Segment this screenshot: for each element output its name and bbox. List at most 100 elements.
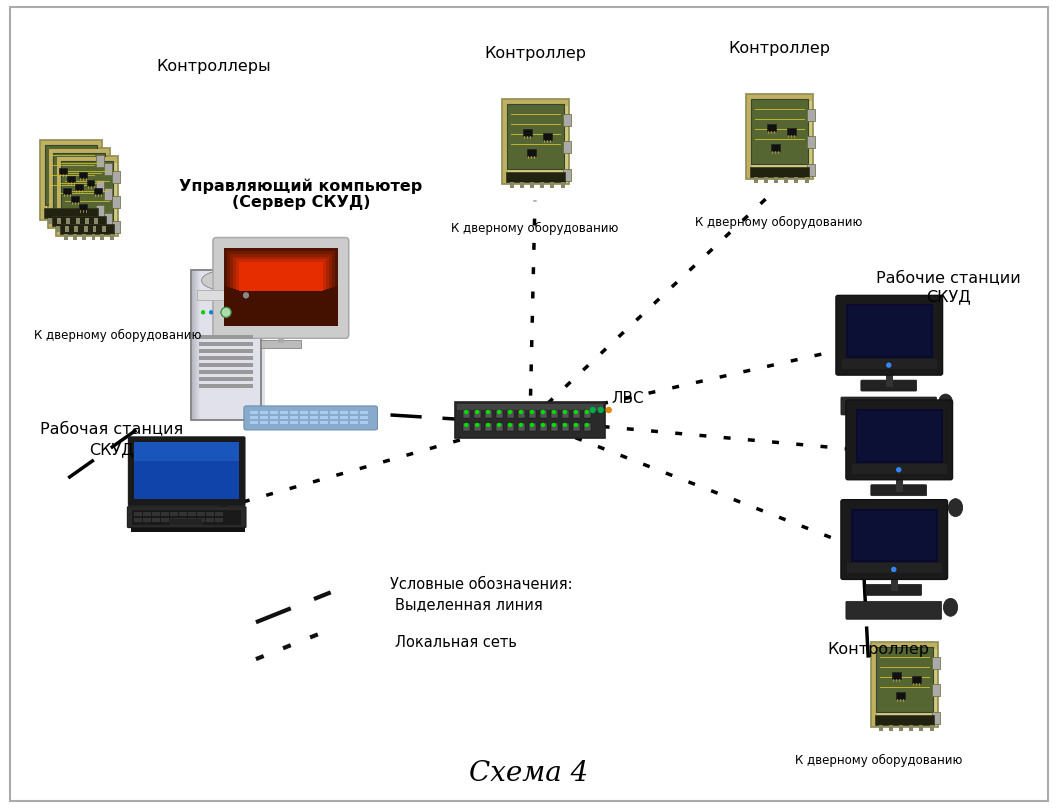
FancyBboxPatch shape xyxy=(260,421,268,424)
FancyBboxPatch shape xyxy=(197,270,263,420)
FancyBboxPatch shape xyxy=(170,511,178,515)
FancyBboxPatch shape xyxy=(340,416,348,419)
FancyBboxPatch shape xyxy=(896,692,905,699)
Ellipse shape xyxy=(202,270,251,290)
FancyBboxPatch shape xyxy=(127,506,245,527)
FancyBboxPatch shape xyxy=(43,208,98,218)
FancyBboxPatch shape xyxy=(230,253,331,288)
Circle shape xyxy=(542,423,545,426)
FancyBboxPatch shape xyxy=(320,411,328,414)
FancyBboxPatch shape xyxy=(751,99,808,164)
FancyBboxPatch shape xyxy=(48,148,110,227)
FancyBboxPatch shape xyxy=(191,270,261,420)
FancyBboxPatch shape xyxy=(270,411,278,414)
FancyBboxPatch shape xyxy=(846,304,932,358)
FancyBboxPatch shape xyxy=(543,133,552,140)
FancyBboxPatch shape xyxy=(852,464,947,474)
FancyBboxPatch shape xyxy=(56,226,59,231)
Circle shape xyxy=(497,423,500,426)
FancyBboxPatch shape xyxy=(227,251,334,287)
FancyBboxPatch shape xyxy=(250,411,258,414)
FancyBboxPatch shape xyxy=(504,100,568,106)
FancyBboxPatch shape xyxy=(290,421,297,424)
FancyBboxPatch shape xyxy=(771,144,780,150)
FancyBboxPatch shape xyxy=(261,341,300,348)
FancyBboxPatch shape xyxy=(280,416,288,419)
FancyBboxPatch shape xyxy=(260,411,268,414)
FancyBboxPatch shape xyxy=(206,518,214,522)
FancyBboxPatch shape xyxy=(40,140,103,219)
Circle shape xyxy=(519,423,523,426)
FancyBboxPatch shape xyxy=(71,196,78,201)
FancyBboxPatch shape xyxy=(224,248,338,286)
FancyBboxPatch shape xyxy=(84,226,88,231)
Text: Рабочие станции: Рабочие станции xyxy=(876,271,1021,286)
FancyBboxPatch shape xyxy=(73,234,76,239)
FancyBboxPatch shape xyxy=(52,216,107,226)
FancyBboxPatch shape xyxy=(540,182,544,188)
Circle shape xyxy=(530,410,533,413)
FancyBboxPatch shape xyxy=(507,410,514,418)
FancyBboxPatch shape xyxy=(193,270,261,420)
FancyBboxPatch shape xyxy=(206,511,214,515)
FancyBboxPatch shape xyxy=(200,270,266,420)
FancyBboxPatch shape xyxy=(188,518,196,522)
Circle shape xyxy=(896,467,901,472)
FancyBboxPatch shape xyxy=(846,601,942,619)
FancyBboxPatch shape xyxy=(320,411,328,414)
FancyBboxPatch shape xyxy=(463,410,470,418)
FancyBboxPatch shape xyxy=(750,167,809,177)
FancyBboxPatch shape xyxy=(572,423,580,431)
Circle shape xyxy=(509,410,512,413)
Circle shape xyxy=(891,567,896,572)
FancyBboxPatch shape xyxy=(360,416,367,419)
FancyBboxPatch shape xyxy=(270,421,278,424)
FancyBboxPatch shape xyxy=(310,421,317,424)
FancyBboxPatch shape xyxy=(233,256,329,290)
Text: Схема 4: Схема 4 xyxy=(470,760,588,787)
FancyBboxPatch shape xyxy=(892,672,900,679)
FancyBboxPatch shape xyxy=(530,182,534,188)
FancyBboxPatch shape xyxy=(310,416,317,419)
FancyBboxPatch shape xyxy=(213,238,349,338)
FancyBboxPatch shape xyxy=(463,423,470,431)
FancyBboxPatch shape xyxy=(540,410,547,418)
Circle shape xyxy=(542,410,545,413)
FancyBboxPatch shape xyxy=(199,377,253,381)
FancyBboxPatch shape xyxy=(340,421,348,424)
Text: Локальная сеть: Локальная сеть xyxy=(396,635,517,650)
FancyBboxPatch shape xyxy=(170,518,178,522)
FancyBboxPatch shape xyxy=(261,341,300,348)
Circle shape xyxy=(563,423,566,426)
FancyBboxPatch shape xyxy=(196,270,263,420)
FancyBboxPatch shape xyxy=(132,510,241,524)
FancyBboxPatch shape xyxy=(360,411,367,414)
Text: (Сервер СКУД): (Сервер СКУД) xyxy=(232,195,370,210)
FancyBboxPatch shape xyxy=(805,177,809,183)
FancyBboxPatch shape xyxy=(250,421,258,424)
FancyBboxPatch shape xyxy=(193,270,261,420)
FancyBboxPatch shape xyxy=(199,335,253,339)
FancyBboxPatch shape xyxy=(66,218,70,223)
FancyBboxPatch shape xyxy=(563,169,571,180)
FancyBboxPatch shape xyxy=(474,410,481,418)
FancyBboxPatch shape xyxy=(280,421,288,424)
FancyBboxPatch shape xyxy=(847,307,931,356)
FancyBboxPatch shape xyxy=(194,270,262,420)
FancyBboxPatch shape xyxy=(310,416,317,419)
FancyBboxPatch shape xyxy=(872,643,936,649)
FancyBboxPatch shape xyxy=(879,725,882,731)
FancyBboxPatch shape xyxy=(199,342,253,346)
FancyBboxPatch shape xyxy=(196,270,263,420)
FancyBboxPatch shape xyxy=(110,234,114,239)
FancyBboxPatch shape xyxy=(92,226,96,231)
FancyBboxPatch shape xyxy=(290,411,297,414)
FancyBboxPatch shape xyxy=(57,157,117,163)
FancyBboxPatch shape xyxy=(56,156,118,235)
FancyBboxPatch shape xyxy=(74,226,77,231)
FancyBboxPatch shape xyxy=(320,416,328,419)
FancyBboxPatch shape xyxy=(200,270,266,420)
Circle shape xyxy=(886,362,892,368)
Circle shape xyxy=(606,408,612,413)
FancyBboxPatch shape xyxy=(330,411,338,414)
